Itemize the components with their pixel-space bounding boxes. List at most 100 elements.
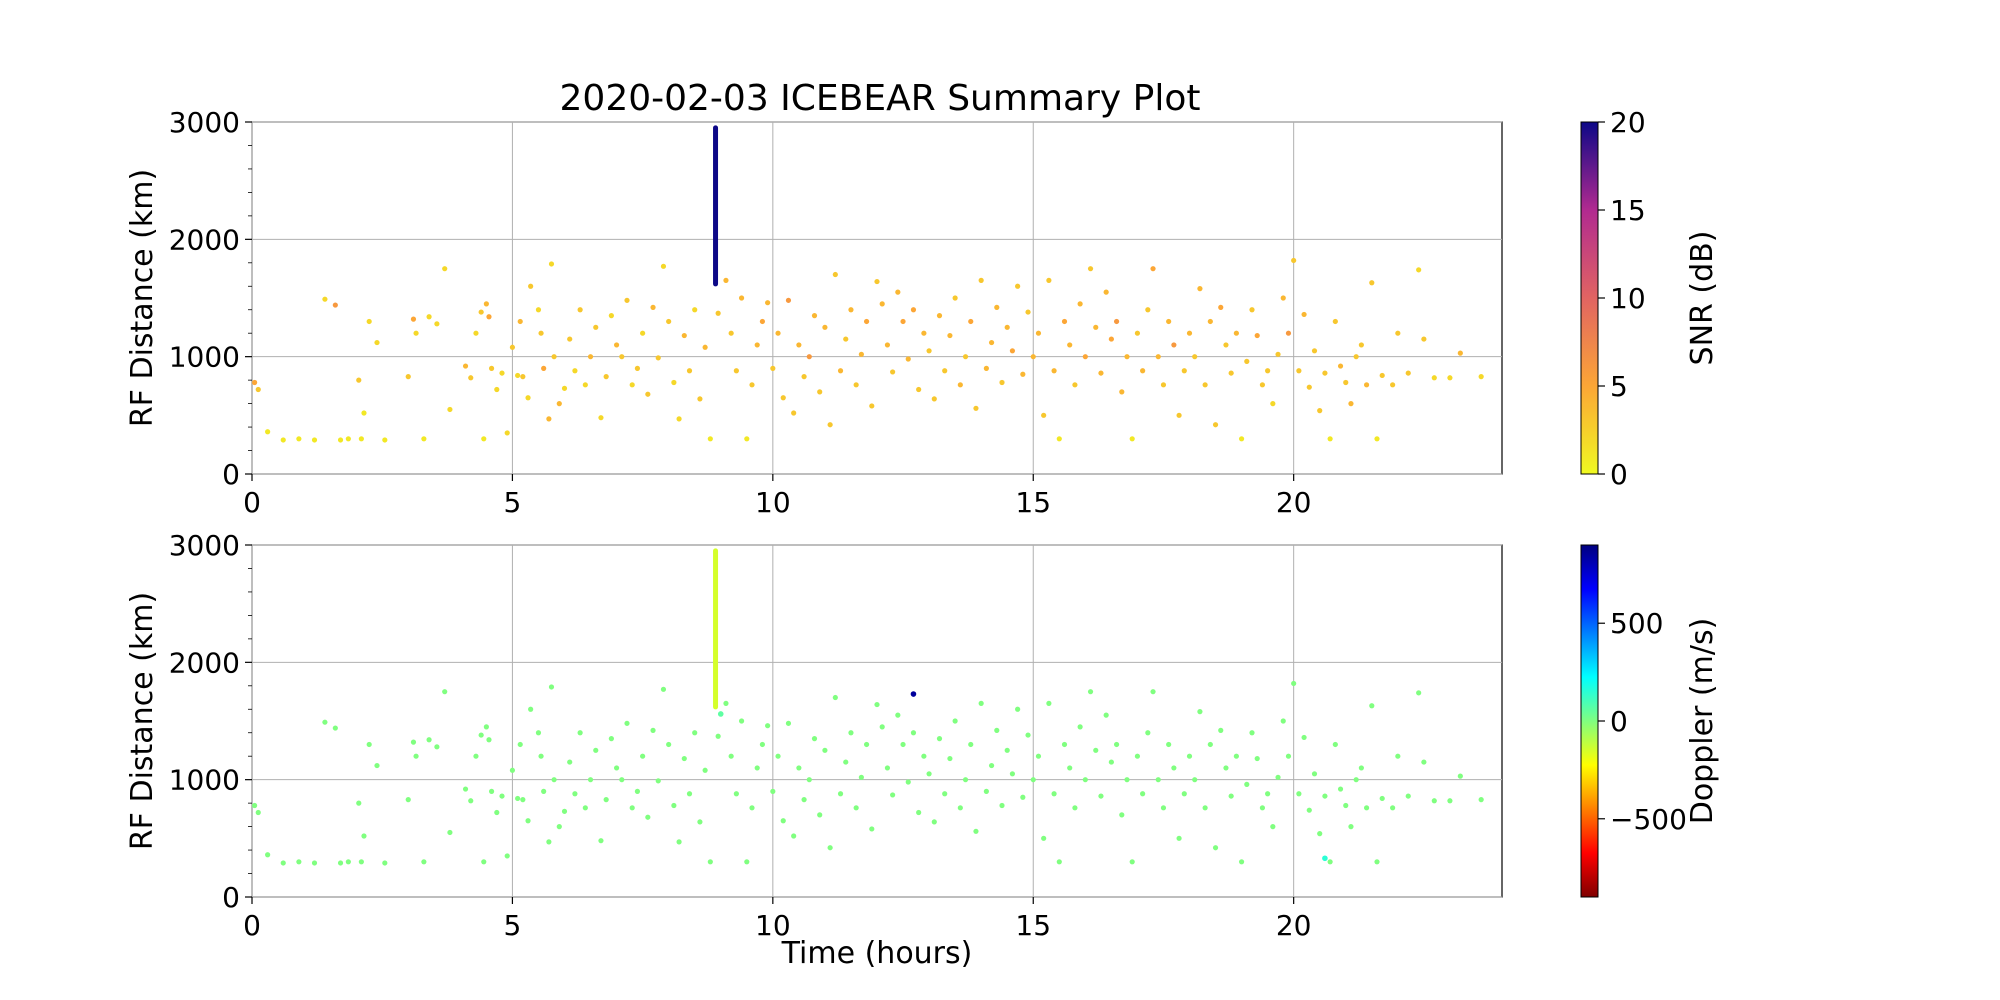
doppler-point [361,833,367,839]
snr-point [671,379,677,386]
snr-point [817,389,823,395]
snr-x-tick-label: 15 [1015,486,1051,519]
snr-point [280,437,286,443]
doppler-point [434,744,440,750]
doppler-point [890,792,896,798]
snr-point [1077,301,1083,307]
snr-point [1478,374,1484,380]
doppler-x-tick-label: 10 [755,909,791,942]
snr-point [517,318,523,325]
snr-point [738,295,745,301]
doppler-point [1004,747,1010,753]
doppler-y-tick-label: 3000 [169,529,240,562]
snr-y-tick-label: 1000 [169,341,240,374]
snr-point [345,436,351,442]
doppler-point [1405,793,1411,799]
doppler-colorbar-label: Doppler (m/s) [1685,618,1720,825]
chart-title: 2020-02-03 ICEBEAR Summary Plot [560,78,1201,119]
doppler-point [697,819,703,825]
doppler-point [715,733,721,739]
snr-point [593,324,599,330]
doppler-point [1020,794,1026,800]
doppler-colorbar-tick-label: −500 [1610,803,1687,836]
snr-point [582,382,588,388]
snr-point [535,307,542,313]
doppler-point [999,802,1005,809]
snr-point [603,374,609,380]
snr-point [515,372,521,379]
snr-point [1431,375,1437,381]
snr-point [494,386,500,393]
doppler-point [473,753,479,759]
snr-point [634,365,641,371]
snr-point [1108,336,1114,342]
doppler-point [1098,793,1104,799]
doppler-point [619,777,625,783]
snr-point [1343,379,1349,386]
snr-panel: 0 5 10 15 20 0 1000 2000 3000 RF Distance (km) [125,106,1503,519]
snr-point [848,307,854,313]
snr-point [1395,330,1401,336]
snr-point [332,302,338,308]
doppler-point [1395,753,1401,759]
snr-point [1035,330,1042,336]
doppler-point [1046,700,1052,707]
doppler-point [311,860,318,866]
snr-plot-frame [251,121,1503,475]
snr-y-tick-label: 0 [222,458,240,491]
snr-point [1207,318,1213,325]
snr-point [255,386,261,393]
doppler-point [1113,741,1120,748]
snr-point [1119,389,1125,395]
doppler-point [988,762,995,769]
doppler-point [322,719,328,725]
snr-point [999,379,1005,386]
doppler-point [1337,786,1344,792]
snr-point [791,410,797,416]
doppler-point [1155,777,1161,783]
doppler-point [910,730,917,736]
snr-point [697,396,703,402]
doppler-point [1306,807,1312,813]
snr-point [806,354,812,360]
snr-point [1056,436,1062,442]
snr-point [1379,372,1385,379]
doppler-point [504,853,510,859]
snr-point [1332,318,1338,325]
snr-point [1129,436,1135,442]
doppler-point [942,791,948,797]
doppler-point [785,720,792,726]
doppler-y-tick-label: 0 [222,881,240,914]
doppler-point [671,802,677,809]
doppler-point [728,753,734,759]
snr-point [358,436,364,442]
snr-colorbar-label: SNR (dB) [1685,231,1720,366]
doppler-point [1353,777,1359,783]
doppler-point [780,818,786,824]
snr-point [488,365,495,371]
snr-point [538,330,544,336]
snr-point [1363,382,1370,388]
snr-point [1061,318,1068,325]
snr-point [910,307,917,313]
doppler-point [538,753,544,759]
doppler-point [1015,706,1021,712]
doppler-point [265,852,271,858]
snr-y-tick-label: 3000 [169,106,240,139]
doppler-point [1416,690,1422,696]
snr-point [499,370,505,376]
doppler-point [1390,805,1396,811]
doppler-point [1311,771,1318,777]
doppler-point [1197,709,1203,715]
snr-point [1186,330,1193,336]
snr-point [811,313,818,319]
snr-point [1233,330,1239,336]
snr-point [1374,436,1380,442]
snr-point [1176,412,1182,418]
snr-point [509,344,516,350]
doppler-point [1249,730,1255,736]
snr-point [1025,309,1031,315]
doppler-point [1317,831,1323,837]
doppler-point [843,759,849,765]
snr-point [983,365,989,371]
